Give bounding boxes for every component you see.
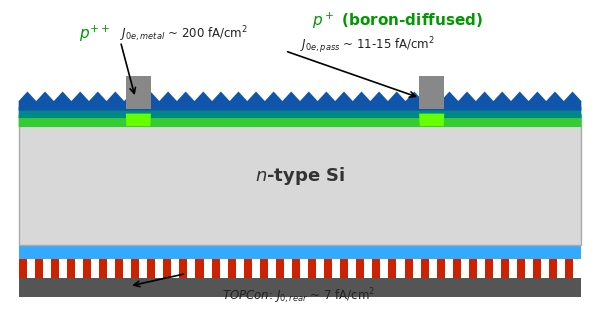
Bar [453,259,461,278]
Text: $\it{TOPCon}$: $J_{0,rear}$ ~ 7 fA/cm$^2$: $\it{TOPCon}$: $J_{0,rear}$ ~ 7 fA/cm$^2… [222,287,376,306]
Bar [517,259,525,278]
Bar [533,259,541,278]
Bar [428,259,437,278]
Bar [252,259,260,278]
Bar [324,259,332,278]
Bar [268,259,276,278]
Bar [373,259,380,278]
Bar [485,259,493,278]
Bar [139,259,147,278]
Bar [67,259,75,278]
Bar [83,259,91,278]
Polygon shape [19,103,581,127]
Bar [19,259,26,278]
Bar [421,259,428,278]
Bar [187,259,196,278]
Bar [107,259,115,278]
Bar [99,259,107,278]
Bar [203,259,212,278]
Bar [115,259,123,278]
Bar [525,259,533,278]
Bar [413,259,421,278]
Bar [419,76,444,109]
Bar [509,259,517,278]
Bar [19,277,581,297]
Polygon shape [126,114,151,126]
Polygon shape [419,114,444,126]
Bar [91,259,99,278]
Bar [469,259,477,278]
Bar [26,259,35,278]
Bar [179,259,187,278]
Bar [163,259,172,278]
Polygon shape [19,92,581,111]
Bar [541,259,549,278]
Bar [388,259,397,278]
Bar [19,114,581,245]
Bar [43,259,51,278]
Bar [549,259,557,278]
Bar [461,259,469,278]
Bar [501,259,509,278]
Bar [397,259,404,278]
Bar [276,259,284,278]
Bar [437,259,445,278]
Bar [445,259,453,278]
Text: $\it{p}^+$ (boron-diffused): $\it{p}^+$ (boron-diffused) [312,11,483,31]
Bar [404,259,413,278]
Bar [19,244,581,260]
Bar [59,259,67,278]
Text: $\it{p}^{++}$: $\it{p}^{++}$ [79,24,110,44]
Bar [493,259,501,278]
Bar [260,259,268,278]
Polygon shape [19,97,581,118]
Bar [35,259,43,278]
Bar [574,259,581,278]
Bar [332,259,340,278]
Bar [123,259,131,278]
Bar [51,259,59,278]
Bar [126,76,151,109]
Bar [348,259,356,278]
Bar [244,259,252,278]
Bar [557,259,565,278]
Bar [477,259,485,278]
Bar [364,259,373,278]
Bar [155,259,163,278]
Bar [308,259,316,278]
Text: $J_{0e,pass}$ ~ 11-15 fA/cm$^2$: $J_{0e,pass}$ ~ 11-15 fA/cm$^2$ [300,36,435,56]
Bar [75,259,83,278]
Bar [292,259,300,278]
Bar [356,259,364,278]
Bar [196,259,203,278]
Bar [316,259,324,278]
Text: $\it{n}$-type Si: $\it{n}$-type Si [255,165,345,187]
Bar [212,259,220,278]
Bar [236,259,244,278]
Bar [380,259,388,278]
Bar [172,259,179,278]
Bar [340,259,348,278]
Bar [131,259,139,278]
Bar [227,259,236,278]
Bar [147,259,155,278]
Text: $J_{0e,metal}$ ~ 200 fA/cm$^2$: $J_{0e,metal}$ ~ 200 fA/cm$^2$ [121,24,248,43]
Bar [284,259,292,278]
Bar [565,259,574,278]
Bar [300,259,308,278]
Bar [220,259,227,278]
